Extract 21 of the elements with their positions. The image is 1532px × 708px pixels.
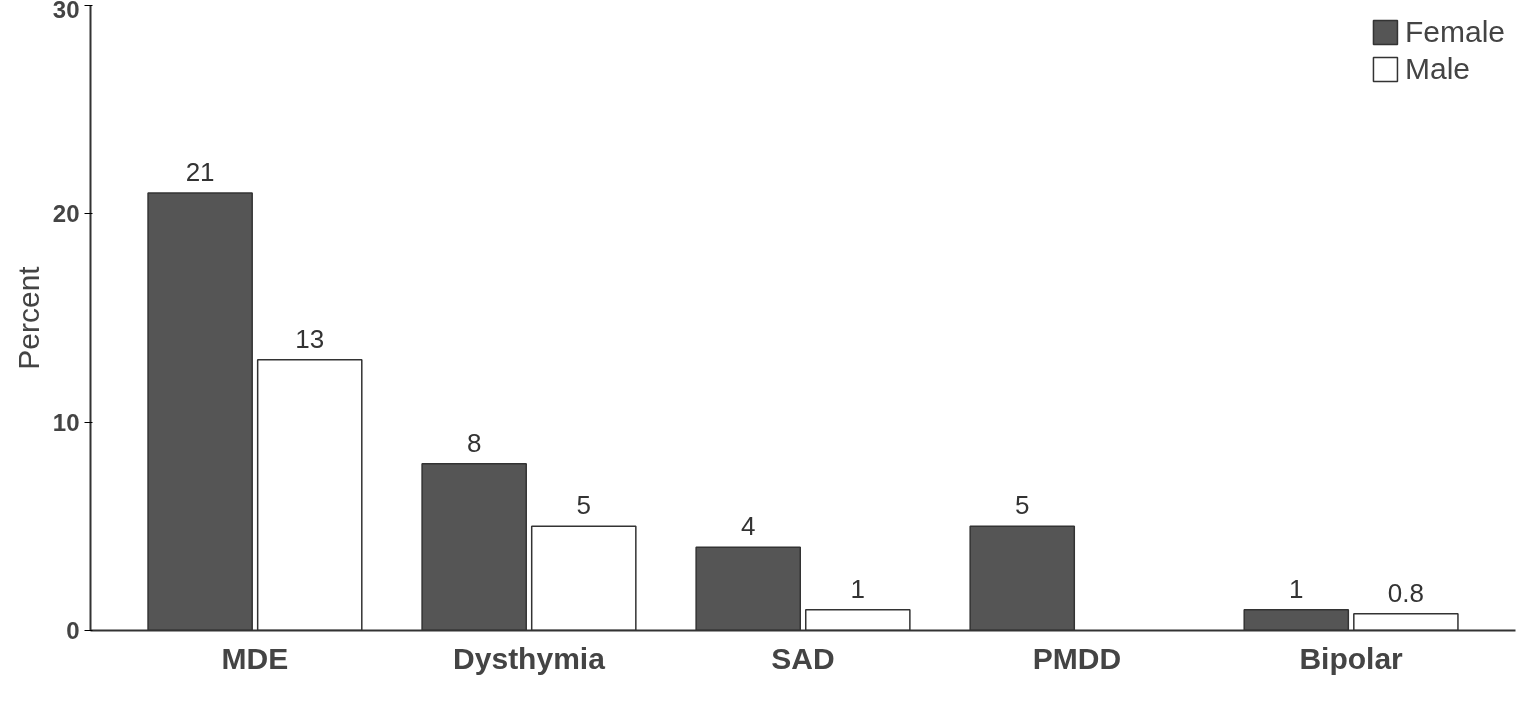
x-tick-label: MDE: [221, 641, 289, 675]
y-tick-label: 0: [66, 617, 80, 644]
data-label: 8: [466, 427, 482, 458]
data-label: 5: [1015, 490, 1030, 521]
data-label: 1: [1289, 573, 1304, 604]
x-tick-label: PMDD: [1032, 641, 1122, 675]
legend-label: Female: [1404, 15, 1505, 49]
y-tick-label: 20: [52, 200, 80, 228]
data-label: 1: [850, 573, 866, 604]
data-label: 5: [576, 490, 592, 521]
x-tick-label: SAD: [771, 641, 835, 675]
data-label: 21: [185, 157, 215, 187]
y-tick-label: 10: [52, 408, 80, 436]
x-tick-label: Dysthymia: [453, 641, 606, 675]
x-tick-label: Bipolar: [1299, 641, 1404, 675]
y-axis-title: Percent: [11, 265, 45, 370]
data-label: 0.8: [1387, 577, 1424, 608]
legend-label: Male: [1404, 52, 1470, 86]
data-label: 4: [740, 511, 756, 542]
data-label: 13: [295, 323, 325, 354]
y-tick-label: 30: [52, 0, 80, 23]
